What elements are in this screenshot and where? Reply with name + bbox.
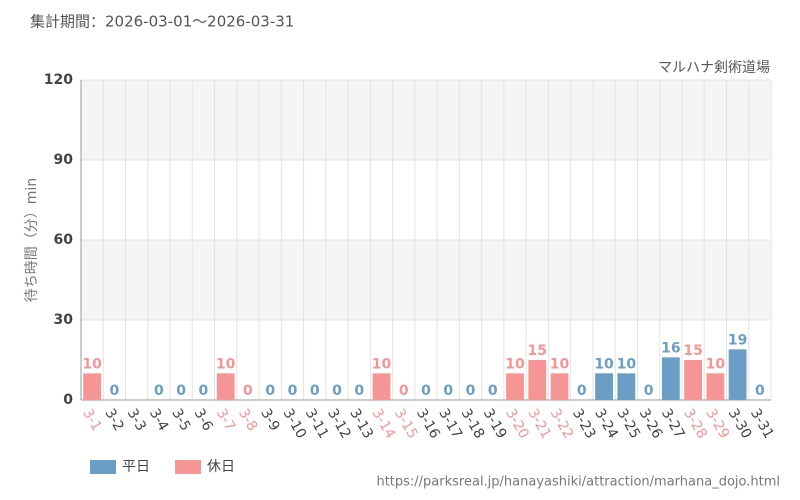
chart-subtitle: マルハナ剣術道場 (658, 60, 770, 76)
data-label: 10 (216, 356, 236, 372)
bar (617, 373, 636, 400)
bar (372, 373, 391, 400)
bar (216, 373, 235, 400)
x-tick-label: 3-6 (190, 406, 215, 434)
source-url: https://parksreal.jp/hanayashiki/attract… (376, 475, 780, 490)
y-axis-label: 待ち時間（分）min (24, 178, 40, 302)
data-label: 0 (288, 383, 298, 399)
x-tick-label: 3-9 (257, 406, 282, 434)
grid-band (81, 240, 771, 320)
bar (684, 360, 702, 400)
x-tick-label: 3-7 (213, 406, 238, 434)
legend-swatch (90, 460, 116, 474)
bar (528, 360, 547, 400)
x-tick-label: 3-3 (124, 406, 149, 434)
data-label: 0 (443, 383, 453, 399)
data-label: 0 (243, 383, 253, 399)
data-label: 0 (110, 383, 120, 399)
bar (706, 373, 725, 400)
data-label: 0 (332, 383, 342, 399)
data-label: 0 (399, 383, 409, 399)
data-label: 15 (683, 343, 702, 359)
x-tick-label: 3-8 (235, 406, 260, 434)
data-label: 0 (199, 383, 209, 399)
x-tick-label: 3-1 (79, 406, 104, 434)
x-tick-label: 3-31 (747, 406, 777, 442)
data-label: 0 (755, 383, 765, 399)
y-tick-label: 0 (63, 392, 73, 408)
data-label: 15 (528, 343, 547, 359)
x-tick-label: 3-5 (168, 406, 193, 434)
grid-band (81, 80, 771, 160)
chart-title: 集計期間：2026-03-01～2026-03-31 (30, 13, 294, 31)
bar (506, 373, 524, 400)
data-label: 0 (176, 383, 186, 399)
data-label: 10 (372, 356, 392, 372)
bar (595, 373, 613, 400)
data-label: 0 (644, 383, 654, 399)
data-label: 10 (594, 356, 614, 372)
data-label: 0 (421, 383, 431, 399)
data-label: 10 (706, 356, 726, 372)
data-label: 10 (617, 356, 637, 372)
data-label: 0 (154, 383, 164, 399)
y-tick-label: 120 (44, 72, 73, 88)
y-tick-label: 30 (54, 312, 74, 328)
bar (83, 373, 102, 400)
y-tick-label: 90 (54, 152, 74, 168)
data-label: 0 (466, 383, 476, 399)
data-label: 19 (728, 332, 747, 348)
data-label: 10 (505, 356, 525, 372)
x-tick-label: 3-4 (146, 406, 171, 434)
y-tick-label: 60 (54, 232, 74, 248)
data-label: 0 (354, 383, 364, 399)
data-label: 10 (550, 356, 570, 372)
data-label: 0 (310, 383, 320, 399)
x-tick-label: 3-2 (101, 406, 126, 434)
data-label: 16 (661, 340, 680, 356)
legend-swatch (175, 460, 201, 474)
data-label: 0 (577, 383, 587, 399)
bar (728, 349, 747, 400)
legend-label: 平日 (122, 459, 150, 475)
data-label: 10 (82, 356, 102, 372)
data-label: 0 (265, 383, 275, 399)
data-label: 0 (488, 383, 498, 399)
bar (550, 373, 569, 400)
legend-label: 休日 (207, 459, 235, 475)
bar (661, 357, 680, 400)
